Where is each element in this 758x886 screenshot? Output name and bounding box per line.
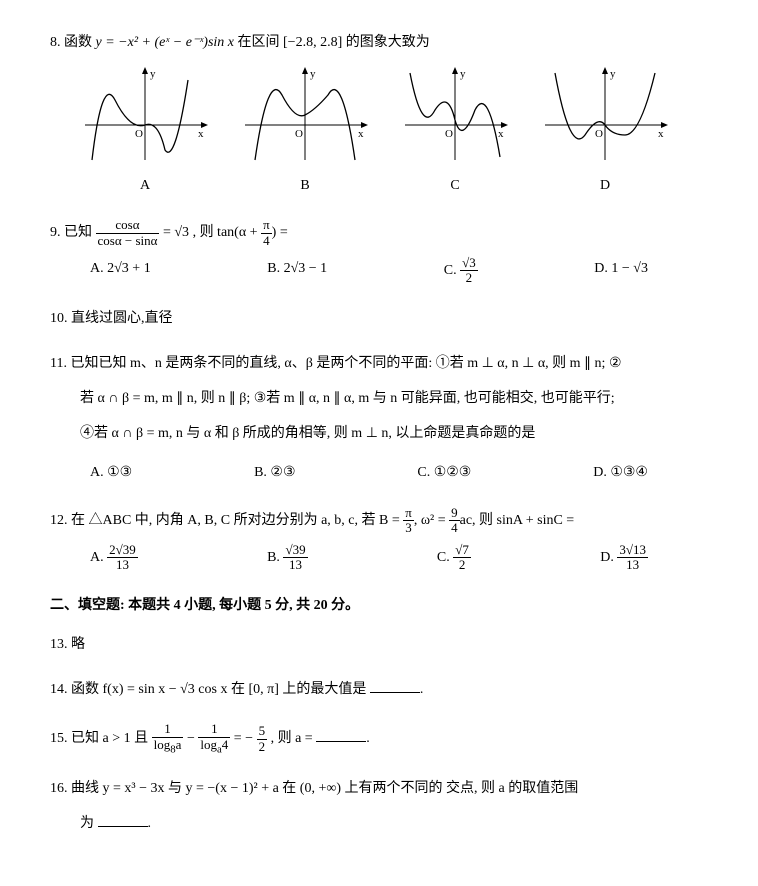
svg-text:O: O [135,128,143,140]
q15-t3: . [366,731,370,746]
q11-opt-c: C. ①②③ [417,460,471,485]
question-8: 8. 函数 y = −x² + (eˣ − e⁻ˣ)sin x 在区间 [−2.… [50,30,708,198]
svg-text:y: y [610,68,616,80]
q16-line1: 16. 曲线 y = x³ − 3x 与 y = −(x − 1)² + a 在… [50,776,708,801]
q11-line2: 若 α ∩ β = m, m ∥ n, 则 n ∥ β; ③若 m ∥ α, n… [50,386,708,411]
q8-label-c: C [450,173,459,198]
q12-94: 94 [449,506,460,536]
q12-opt-a: A. 2√3913 [90,543,138,573]
q11-line3: ④若 α ∩ β = m, n 与 α 和 β 所成的角相等, 则 m ⊥ n,… [50,421,708,446]
q9-num: 9. [50,225,61,240]
q12-text: 12. 在 △ABC 中, 内角 A, B, C 所对边分别为 a, b, c,… [50,506,708,536]
q8-text: 8. 函数 y = −x² + (eˣ − e⁻ˣ)sin x 在区间 [−2.… [50,30,708,55]
q14-blank [370,678,420,693]
q13-text: 略 [71,637,85,652]
q12-t2: , ω² = [414,513,449,528]
svg-text:y: y [460,68,466,80]
svg-text:y: y [150,68,156,80]
q10-num: 10. [50,311,68,326]
q12-options: A. 2√3913 B. √3913 C. √72 D. 3√1313 [50,543,708,573]
q9-opt-d: D. 1 − √3 [594,256,648,286]
question-12: 12. 在 △ABC 中, 内角 A, B, C 所对边分别为 a, b, c,… [50,506,708,573]
q15-t1: 已知 a > 1 且 [71,731,152,746]
q14-t2: . [420,682,424,697]
q15-num: 15. [50,731,68,746]
q15-t2: , 则 a = [271,731,317,746]
q14-num: 14. [50,682,68,697]
q8-formula: y = −x² + (eˣ − e⁻ˣ)sin x [96,35,235,50]
q12-opt-d: D. 3√1313 [600,543,648,573]
q8-label-d: D [600,173,610,198]
q9-pi4: π4 [261,218,272,248]
q8-before: 函数 [64,35,96,50]
q15-blank [316,727,366,742]
section-2-header: 二、填空题: 本题共 4 小题, 每小题 5 分, 共 20 分。 [50,593,708,618]
svg-text:x: x [658,128,664,140]
question-10: 10. 直线过圆心,直径 [50,306,708,331]
question-15: 15. 已知 a > 1 且 1log8a − 1loga4 = − 52 , … [50,722,708,756]
q9-opt-a: A. 2√3 + 1 [90,256,151,286]
q16-line2: 为 . [50,811,708,836]
graph-a-svg: y x O [80,65,210,165]
q8-graphs: y x O A y x O B [80,65,708,198]
q12-opt-c: C. √72 [437,543,471,573]
q9-pre: 已知 [64,225,96,240]
q8-graph-b: y x O B [240,65,370,198]
q15-f2: 1loga4 [198,722,230,756]
question-11: 11. 已知已知 m、n 是两条不同的直线, α、β 是两个不同的平面: ①若 … [50,351,708,486]
q9-opt-b: B. 2√3 − 1 [267,256,327,286]
q11-line1: 11. 已知已知 m、n 是两条不同的直线, α、β 是两个不同的平面: ①若 … [50,351,708,376]
graph-b-svg: y x O [240,65,370,165]
q11-options: A. ①③ B. ②③ C. ①②③ D. ①③④ [50,460,708,485]
q8-graph-d: y x O D [540,65,670,198]
q9-frac: cosαcosα − sinα [96,218,160,248]
q9-p2: ) = [272,225,288,240]
q15-minus: − [187,731,198,746]
question-9: 9. 已知 cosαcosα − sinα = √3 , 则 tan(α + π… [50,218,708,285]
q12-t1: 在 △ABC 中, 内角 A, B, C 所对边分别为 a, b, c, 若 B… [71,513,403,528]
q12-pi3: π3 [403,506,414,536]
q13-num: 13. [50,637,68,652]
svg-text:O: O [595,128,603,140]
q8-graph-a: y x O A [80,65,210,198]
q11-opt-a: A. ①③ [90,460,132,485]
graph-c-svg: y x O [400,65,510,165]
q8-num: 8. [50,35,61,50]
q8-label-a: A [140,173,150,198]
svg-text:O: O [295,128,303,140]
graph-d-svg: y x O [540,65,670,165]
q8-interval: [−2.8, 2.8] [283,35,342,50]
q8-graph-c: y x O C [400,65,510,198]
q10-text: 直线过圆心,直径 [71,311,173,326]
q14-t1: 函数 f(x) = sin x − √3 cos x 在 [0, π] 上的最大… [71,682,370,697]
svg-text:y: y [310,68,316,80]
q15-eq: = − [234,731,253,746]
svg-text:O: O [445,128,453,140]
question-14: 14. 函数 f(x) = sin x − √3 cos x 在 [0, π] … [50,677,708,702]
question-13: 13. 略 [50,632,708,657]
question-16: 16. 曲线 y = x³ − 3x 与 y = −(x − 1)² + a 在… [50,776,708,836]
q8-mid: 在区间 [234,35,283,50]
q12-opt-b: B. √3913 [267,543,307,573]
q8-after: 的图象大致为 [342,35,430,50]
svg-text:x: x [358,128,364,140]
svg-text:x: x [198,128,204,140]
q9-eq: = [163,225,174,240]
q11-opt-b: B. ②③ [254,460,295,485]
q9-options: A. 2√3 + 1 B. 2√3 − 1 C. √32 D. 1 − √3 [50,256,708,286]
svg-text:x: x [498,128,504,140]
q9-sqrt3: √3 [174,225,189,240]
q12-t3: ac, 则 sinA + sinC = [460,513,575,528]
q15-f1: 1log8a [152,722,184,756]
q9-mid: , 则 tan [189,225,234,240]
q12-num: 12. [50,513,68,528]
q11-opt-d: D. ①③④ [593,460,648,485]
q16-blank [98,812,148,827]
q9-text: 9. 已知 cosαcosα − sinα = √3 , 则 tan(α + π… [50,218,708,248]
q9-p1: (α + [234,225,261,240]
q9-opt-c: C. √32 [444,256,478,286]
q8-label-b: B [300,173,309,198]
q15-f3: 52 [257,724,268,754]
